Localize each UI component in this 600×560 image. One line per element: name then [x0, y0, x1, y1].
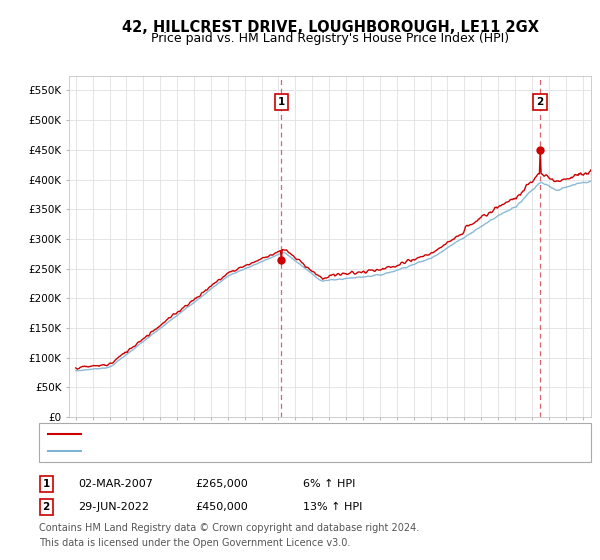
- Text: 2: 2: [536, 97, 544, 108]
- Text: 13% ↑ HPI: 13% ↑ HPI: [303, 502, 362, 512]
- Text: 1: 1: [43, 479, 50, 489]
- Text: This data is licensed under the Open Government Licence v3.0.: This data is licensed under the Open Gov…: [39, 538, 350, 548]
- Text: 42, HILLCREST DRIVE, LOUGHBOROUGH, LE11 2GX: 42, HILLCREST DRIVE, LOUGHBOROUGH, LE11 …: [121, 20, 539, 35]
- Text: 29-JUN-2022: 29-JUN-2022: [78, 502, 149, 512]
- Text: 02-MAR-2007: 02-MAR-2007: [78, 479, 153, 489]
- Text: 6% ↑ HPI: 6% ↑ HPI: [303, 479, 355, 489]
- Text: £450,000: £450,000: [195, 502, 248, 512]
- Text: 2: 2: [43, 502, 50, 512]
- Text: £265,000: £265,000: [195, 479, 248, 489]
- Text: HPI: Average price, detached house, Charnwood: HPI: Average price, detached house, Char…: [87, 446, 356, 456]
- Text: Contains HM Land Registry data © Crown copyright and database right 2024.: Contains HM Land Registry data © Crown c…: [39, 523, 419, 533]
- Text: 42, HILLCREST DRIVE, LOUGHBOROUGH, LE11 2GX (detached house): 42, HILLCREST DRIVE, LOUGHBOROUGH, LE11 …: [87, 429, 474, 439]
- Text: Price paid vs. HM Land Registry's House Price Index (HPI): Price paid vs. HM Land Registry's House …: [151, 32, 509, 45]
- Text: 1: 1: [278, 97, 285, 108]
